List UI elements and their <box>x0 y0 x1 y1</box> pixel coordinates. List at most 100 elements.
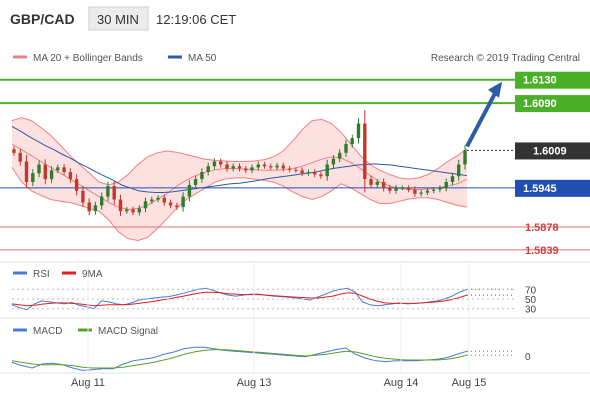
current-price-label: 1.6009 <box>533 145 567 157</box>
date-label: Aug 15 <box>452 377 487 389</box>
candle-body <box>150 199 154 202</box>
candle-body <box>18 152 22 162</box>
projection-arrow <box>465 81 502 148</box>
rsi-tick-label: 30 <box>525 305 537 316</box>
candle-body <box>244 168 248 171</box>
price-level-tags: 1.6130 1.6090 1.5945 1.5878 1.5839 1.6009 <box>515 71 590 257</box>
candle-body <box>275 165 279 168</box>
level-label-1.6090: 1.6090 <box>523 98 557 110</box>
candle-body <box>313 172 317 175</box>
candle-body <box>237 166 242 169</box>
candle-body <box>250 167 254 171</box>
candle-body <box>49 170 54 180</box>
candle-body <box>212 161 217 167</box>
candle-body <box>200 172 204 180</box>
candle-body <box>350 138 354 144</box>
macd-series-macd-signal <box>11 349 468 369</box>
level-label-1.6130: 1.6130 <box>523 75 557 87</box>
candle-body <box>156 197 160 200</box>
rsi-tick-label: 70 <box>525 285 537 296</box>
candle-body <box>294 169 298 171</box>
timeframe-box[interactable] <box>88 6 149 31</box>
level-label-1.5839: 1.5839 <box>525 245 559 257</box>
candle-body <box>43 164 47 180</box>
candle-body <box>106 186 110 197</box>
level-label-1.5945: 1.5945 <box>523 183 557 195</box>
candle-body <box>450 176 455 182</box>
level-label-1.5878: 1.5878 <box>525 222 559 234</box>
candle-body <box>406 187 411 190</box>
candle-body <box>369 179 373 185</box>
candle-body <box>319 174 323 177</box>
candle-body <box>93 205 98 212</box>
level-tag-1.6130 <box>515 71 590 89</box>
candle-body <box>394 187 398 191</box>
candle-body <box>81 190 85 203</box>
timestamp: 12:19:06 CET <box>156 12 236 27</box>
candle-body <box>425 190 430 193</box>
candle-body <box>125 209 129 212</box>
bollinger-fill <box>12 117 467 241</box>
candle-body <box>356 123 361 139</box>
candle-body <box>281 165 285 169</box>
candle-body <box>87 202 91 212</box>
candle-body <box>256 164 260 168</box>
moving-average-lines <box>11 126 468 193</box>
candle-body <box>137 208 141 213</box>
candle-body <box>432 189 436 191</box>
candle-body <box>24 161 29 182</box>
candle-body <box>300 170 304 174</box>
bollinger-band <box>11 117 468 242</box>
candle-body <box>363 123 367 179</box>
ma50-legend-label: MA 50 <box>188 53 217 64</box>
candle-body <box>175 205 179 208</box>
copyright: Research © 2019 Trading Central <box>431 53 580 64</box>
candle-body <box>187 184 192 197</box>
level-tag-1.6090 <box>515 95 590 113</box>
candle-body <box>463 150 467 165</box>
candle-body <box>338 152 342 159</box>
candle-body <box>375 182 379 185</box>
candle-body <box>193 179 198 185</box>
date-label: Aug 11 <box>71 377 105 389</box>
projection-arrow-shaft <box>465 86 500 148</box>
candle-body <box>162 197 166 203</box>
date-label: Aug 13 <box>237 377 272 389</box>
candle-body <box>131 209 135 213</box>
candle-body <box>168 202 173 206</box>
candle-body <box>68 172 73 180</box>
candle-body <box>225 164 229 169</box>
candle-body <box>181 196 185 208</box>
rsi-legend-label: RSI <box>33 269 50 280</box>
candle-body <box>457 164 461 177</box>
candlesticks <box>12 110 467 216</box>
level-tag-1.5945 <box>515 179 590 197</box>
candle-body <box>143 201 148 209</box>
macd-panel: 0 <box>11 346 531 371</box>
macd-tick-label: 0 <box>525 352 531 363</box>
ma50-line <box>11 126 468 193</box>
candle-body <box>56 167 60 171</box>
candle-body <box>31 173 35 182</box>
candle-body <box>62 167 66 173</box>
current-price-tag <box>515 142 590 160</box>
candle-body <box>388 187 392 191</box>
candle-body <box>231 166 235 169</box>
symbol-title: GBP/CAD <box>10 11 75 27</box>
timeframe-label[interactable]: 30 MIN <box>97 12 139 27</box>
candle-body <box>100 196 104 206</box>
candle-body <box>37 164 41 174</box>
candle-body <box>306 172 311 174</box>
candle-body <box>206 166 210 172</box>
candle-body <box>12 149 16 153</box>
candle-body <box>419 192 423 194</box>
date-label: Aug 14 <box>384 377 419 389</box>
rsi-tick-label: 50 <box>525 295 537 306</box>
candle-body <box>381 182 386 188</box>
candle-body <box>74 179 79 191</box>
candle-body <box>262 164 267 167</box>
candle-body <box>325 164 329 177</box>
